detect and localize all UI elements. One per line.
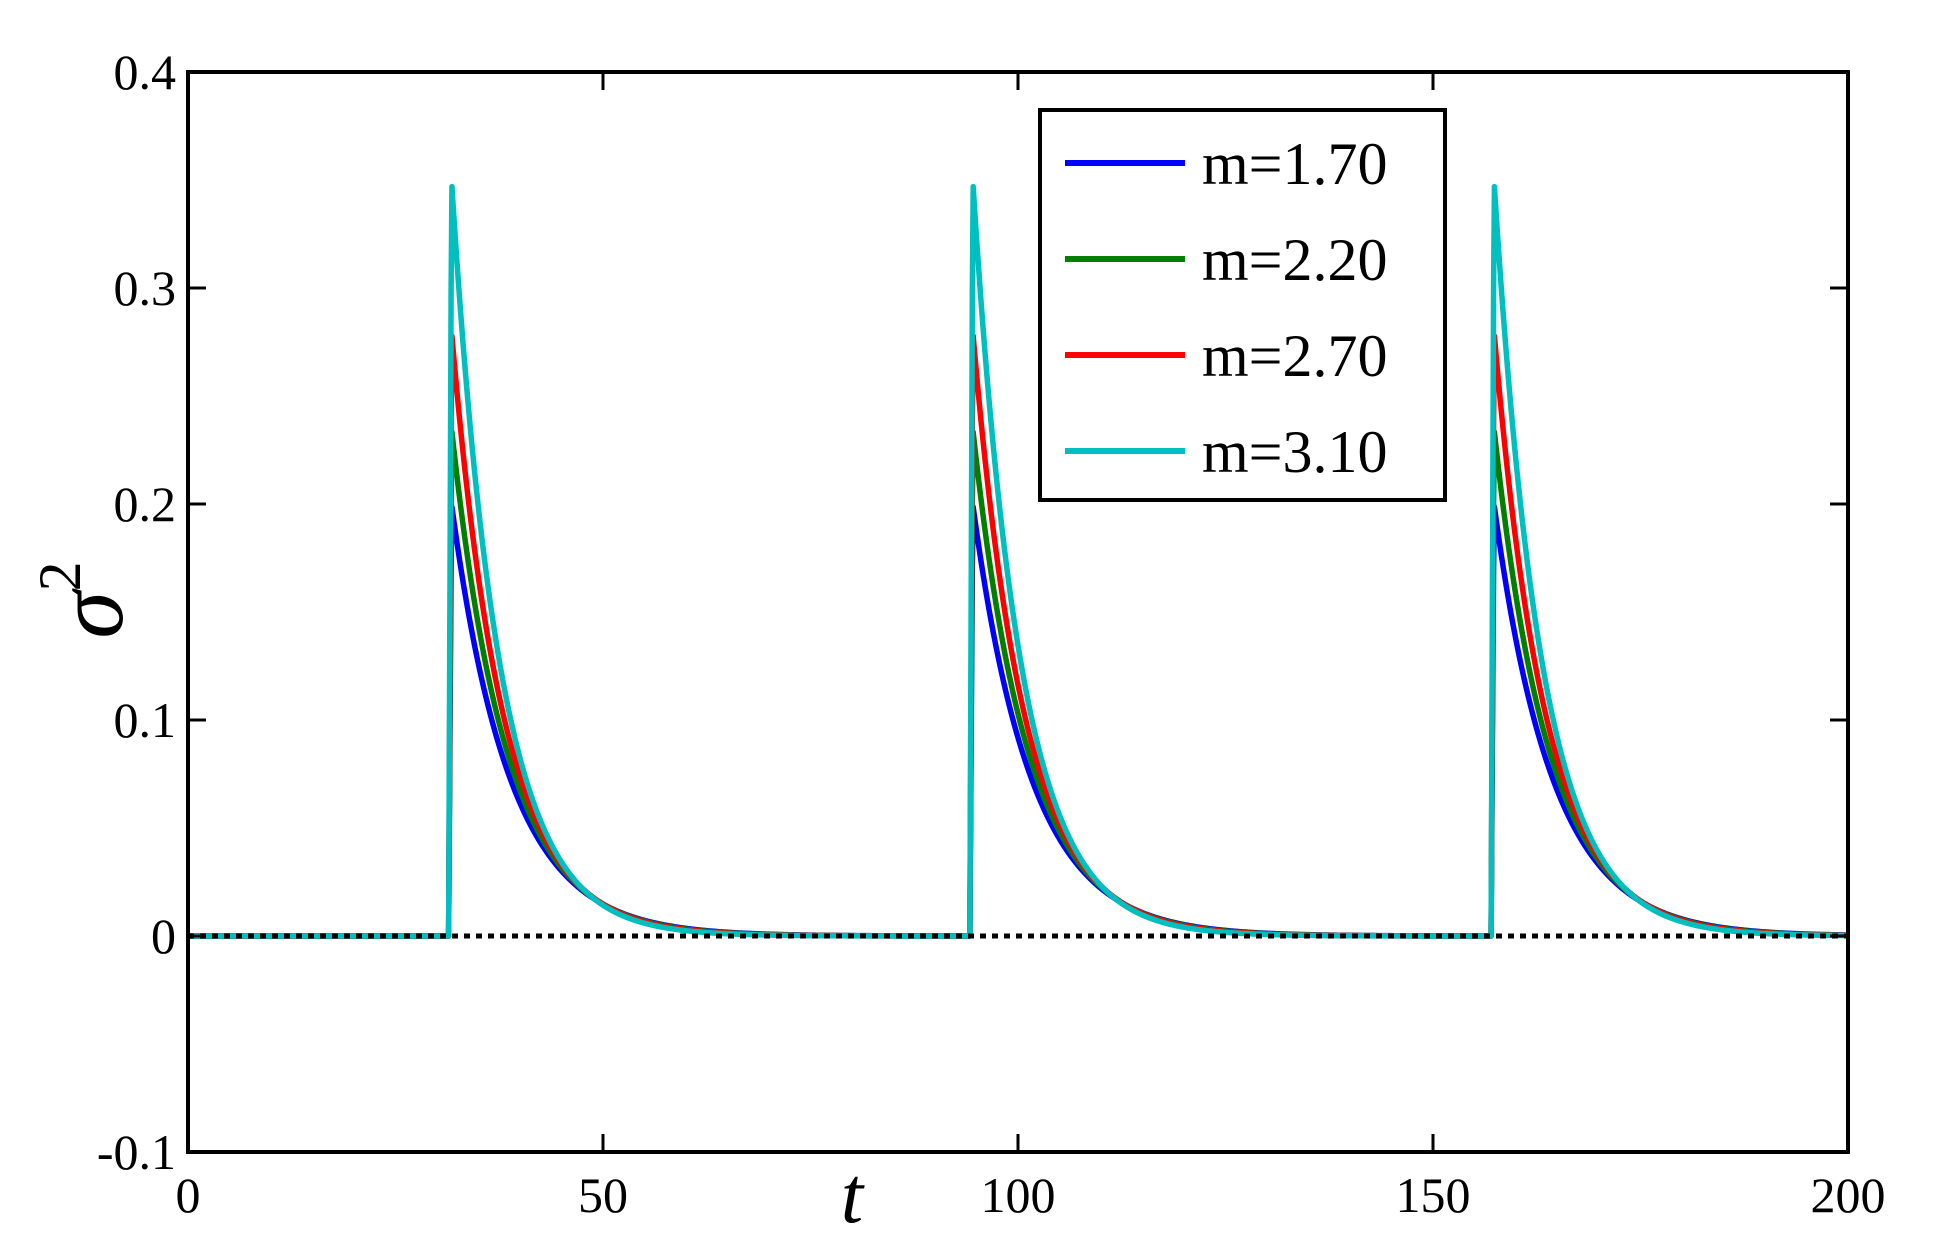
- y-axis-label: σ2: [27, 561, 143, 638]
- y-tick-label: 0.4: [114, 44, 177, 100]
- x-tick-label: 150: [1396, 1167, 1471, 1223]
- legend: m=1.70 m=2.20 m=2.70 m=3.10: [1038, 108, 1447, 502]
- legend-label-1: m=1.70: [1202, 131, 1388, 197]
- series-layer: [188, 183, 1848, 939]
- y-axis-label-exponent: 2: [27, 561, 93, 591]
- series-line-2: [188, 429, 1848, 939]
- series-line-1: [188, 504, 1848, 939]
- series-line-3: [188, 333, 1848, 939]
- legend-label-3: m=2.70: [1202, 323, 1388, 389]
- legend-label-2: m=2.20: [1202, 227, 1388, 293]
- y-tick-label: 0: [151, 908, 176, 964]
- y-tick-label: 0.1: [114, 692, 177, 748]
- tick-layer: 0 50 100 150 200-0.100.10.20.30.4: [97, 44, 1886, 1223]
- legend-label-4: m=3.10: [1202, 419, 1388, 485]
- x-axis-label: t: [841, 1152, 865, 1233]
- x-tick-label: 0: [176, 1167, 201, 1223]
- x-tick-label: 200: [1811, 1167, 1886, 1223]
- legend-box: [1038, 108, 1447, 502]
- y-tick-label: 0.3: [114, 260, 177, 316]
- series-line-4: [188, 183, 1848, 939]
- y-axis-label-symbol: σ: [36, 588, 143, 639]
- x-tick-label: 50: [578, 1167, 628, 1223]
- y-tick-label: 0.2: [114, 476, 177, 532]
- x-tick-label: 100: [981, 1167, 1056, 1223]
- y-tick-label: -0.1: [97, 1124, 176, 1180]
